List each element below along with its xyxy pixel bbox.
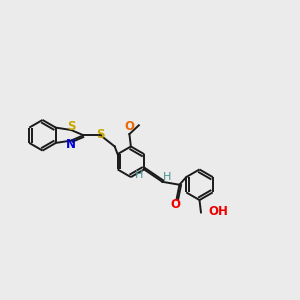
Text: O: O <box>170 198 180 211</box>
Text: N: N <box>66 138 76 151</box>
Text: H: H <box>163 172 171 182</box>
Text: O: O <box>124 120 134 133</box>
Text: S: S <box>67 120 76 133</box>
Text: S: S <box>96 128 105 142</box>
Text: OH: OH <box>208 205 228 218</box>
Text: H: H <box>135 170 143 180</box>
